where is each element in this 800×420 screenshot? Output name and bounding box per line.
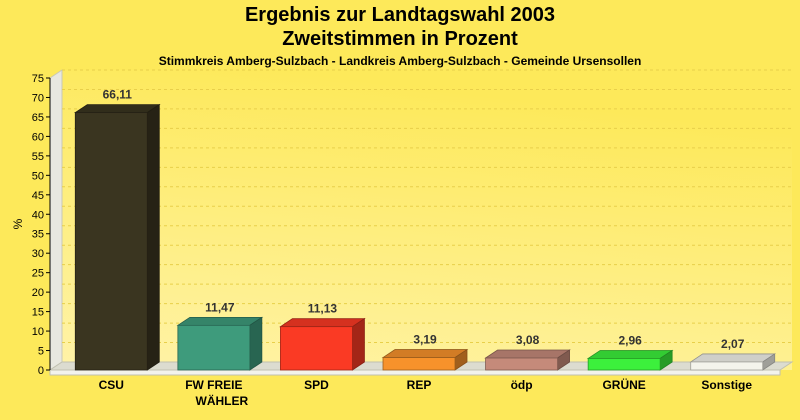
y-tick-label: 35: [32, 229, 44, 241]
bar-top: [586, 350, 674, 359]
bar-front: [587, 358, 661, 371]
bar: [484, 349, 571, 371]
bar-top: [279, 318, 366, 328]
x-tick-label: ödp: [511, 378, 533, 392]
x-tick-label: FW FREIE: [185, 378, 242, 392]
y-tick-label: 15: [32, 307, 44, 319]
plot-area: [62, 70, 792, 370]
y-axis-label: %: [11, 218, 25, 229]
y-axis-wall: [49, 69, 63, 371]
bar: [176, 316, 264, 371]
y-tick-label: 65: [32, 112, 44, 124]
x-tick-label: Sonstige: [701, 378, 752, 392]
bar-top: [73, 104, 161, 114]
bar-value-label: 3,08: [516, 333, 540, 347]
y-tick-label: 40: [32, 209, 44, 221]
floor-edge: [49, 369, 781, 376]
bar-value-label: 11,13: [308, 302, 338, 316]
bar-front: [485, 357, 558, 371]
y-tick-label: 20: [32, 287, 44, 299]
bar-front: [382, 357, 456, 371]
y-tick-label: 0: [38, 365, 44, 377]
bar-value-label: 66,11: [103, 88, 133, 102]
bar-side: [146, 103, 160, 371]
bar-value-label: 2,96: [618, 333, 642, 347]
x-tick-label: GRÜNE: [602, 377, 645, 392]
bar-value-label: 2,07: [721, 337, 745, 351]
bar-front: [280, 326, 353, 371]
bar: [381, 348, 469, 371]
y-tick-label: 60: [32, 131, 44, 143]
bar-top: [176, 316, 264, 326]
bar-top: [381, 349, 469, 358]
y-tick-label: 30: [32, 248, 44, 260]
x-tick-label: CSU: [99, 378, 124, 392]
chart-subtitle: Stimmkreis Amberg-Sulzbach - Landkreis A…: [158, 54, 642, 68]
bar-value-label: 3,19: [413, 333, 437, 347]
bar-top: [484, 349, 571, 359]
x-tick-label: REP: [407, 378, 432, 392]
y-tick-label: 75: [32, 73, 44, 85]
bar-front: [74, 112, 148, 371]
y-tick-label: 55: [32, 151, 44, 163]
bar-side: [352, 317, 365, 371]
bar: [279, 317, 366, 371]
chart-title: Ergebnis zur Landtagswahl 2003: [244, 4, 556, 26]
bar-side: [249, 316, 263, 371]
chart-title-line-2: Zweitstimmen in Prozent: [282, 28, 518, 50]
y-tick-label: 70: [32, 92, 44, 104]
bar-value-label: 11,47: [205, 300, 235, 314]
y-tick-label: 5: [38, 346, 44, 358]
y-tick-label: 25: [32, 268, 44, 280]
bar-front: [177, 324, 251, 371]
y-tick-label: 50: [32, 170, 44, 182]
y-tick-label: 45: [32, 190, 44, 202]
bar: [689, 353, 777, 371]
y-tick-label: 10: [32, 326, 44, 338]
bar-top: [689, 353, 777, 363]
bar: [73, 103, 161, 371]
bar-front: [690, 361, 764, 371]
x-tick-label-line-2: WÄHLER: [196, 393, 249, 408]
bar: [586, 349, 674, 371]
x-tick-label: SPD: [304, 378, 329, 392]
